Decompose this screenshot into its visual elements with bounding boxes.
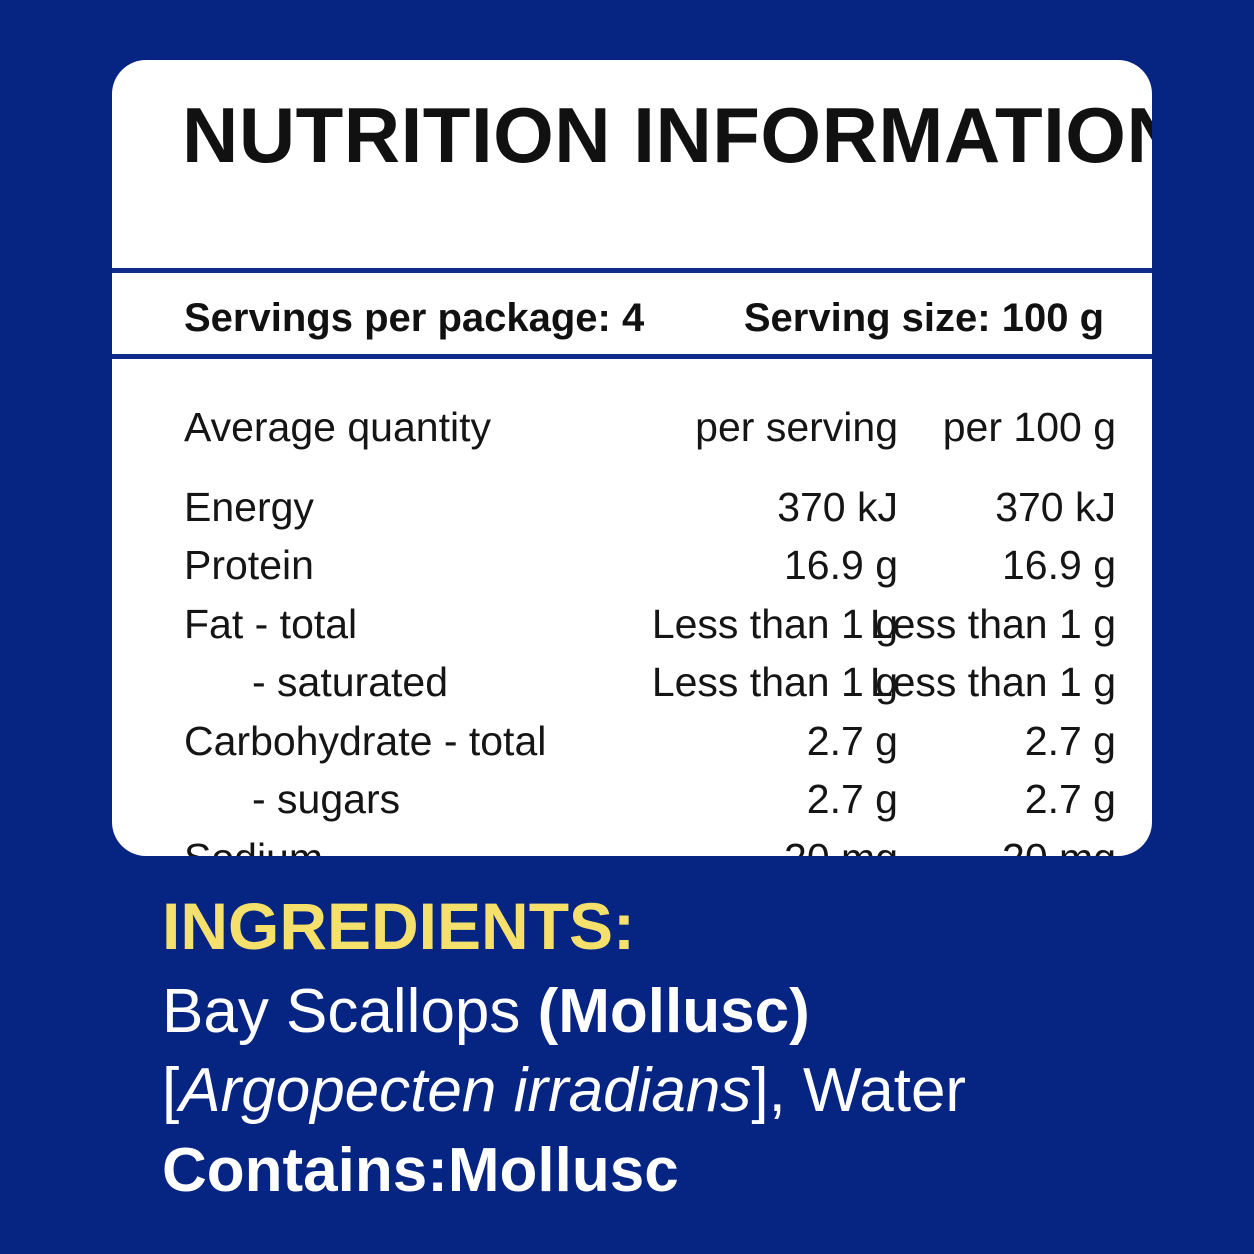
row-name: Carbohydrate - total xyxy=(184,717,547,764)
row-per-100g: Less than 1 g xyxy=(869,659,1116,705)
contains-statement: Contains:Mollusc xyxy=(162,1136,679,1205)
row-name: - saturated xyxy=(252,659,448,705)
row-per-100g: 20 mg xyxy=(1002,829,1116,857)
row-name: Energy xyxy=(184,483,314,530)
row-per-100g: 16.9 g xyxy=(1002,542,1116,588)
allergen-mollusc: (Mollusc) xyxy=(537,977,810,1046)
row-per-serving: Less than 1 g xyxy=(651,600,898,647)
header-per-serving: per serving xyxy=(695,404,898,450)
row-per-100g: Less than 1 g xyxy=(869,600,1116,647)
row-per-100g: 2.7 g xyxy=(1024,776,1116,822)
ingredients-line-2: [Argopecten irradians], Water xyxy=(162,1058,966,1124)
row-per-serving: 20 mg xyxy=(784,829,898,857)
table-row-fat-total: Fat - total Less than 1 g Less than 1 g xyxy=(184,595,1116,654)
row-per-serving: Less than 1 g xyxy=(651,659,898,705)
row-per-serving: 2.7 g xyxy=(806,776,898,822)
row-name: Fat - total xyxy=(184,600,358,647)
nutrition-panel: NUTRITION INFORMATION Servings per packa… xyxy=(112,60,1152,856)
row-per-100g: 2.7 g xyxy=(1024,717,1116,764)
ingredients-heading: INGREDIENTS: xyxy=(162,889,636,963)
servings-per-package: Servings per package: 4 xyxy=(184,296,645,340)
species-name: Argopecten irradians xyxy=(179,1056,752,1125)
ingredient-bay-scallops: Bay Scallops xyxy=(162,977,538,1046)
ingredient-water: ], Water xyxy=(751,1056,967,1125)
table-row-fat-saturated: - saturated Less than 1 g Less than 1 g xyxy=(184,653,1116,712)
row-name: Protein xyxy=(184,542,314,588)
table-header-row: Average quantity per serving per 100 g xyxy=(184,398,1116,457)
bottom-divider xyxy=(112,354,1152,359)
serving-size: Serving size: 100 g xyxy=(743,296,1104,340)
table-row-energy: Energy 370 kJ 370 kJ xyxy=(184,478,1116,537)
bracket-open: [ xyxy=(162,1056,180,1125)
header-average-quantity: Average quantity xyxy=(184,404,491,450)
table-row-sugars: - sugars 2.7 g 2.7 g xyxy=(184,770,1116,829)
table-row-carbohydrate-total: Carbohydrate - total 2.7 g 2.7 g xyxy=(184,712,1116,771)
row-per-100g: 370 kJ xyxy=(995,483,1116,530)
nutrition-table: Average quantity per serving per 100 g E… xyxy=(184,398,1116,857)
row-name: Sodium xyxy=(184,829,323,857)
row-per-serving: 2.7 g xyxy=(806,717,898,764)
top-divider xyxy=(112,268,1152,273)
row-per-serving: 16.9 g xyxy=(784,542,898,588)
row-per-serving: 370 kJ xyxy=(777,483,898,530)
nutrition-title: NUTRITION INFORMATION xyxy=(182,91,1152,179)
row-name: - sugars xyxy=(252,776,401,822)
header-per-100g: per 100 g xyxy=(942,404,1116,450)
table-row-protein: Protein 16.9 g 16.9 g xyxy=(184,536,1116,595)
table-row-sodium: Sodium 20 mg 20 mg xyxy=(184,829,1116,857)
ingredients-line-1: Bay Scallops (Mollusc) xyxy=(162,979,810,1045)
